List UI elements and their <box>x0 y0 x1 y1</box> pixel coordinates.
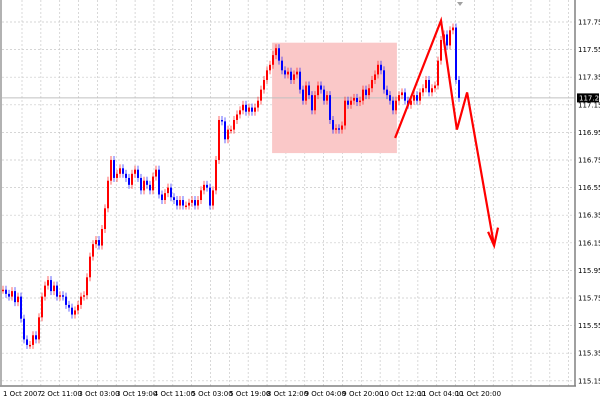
x-tick-label: 3 Oct 03:00 <box>78 390 119 398</box>
y-tick-label: 117.55 <box>578 46 600 54</box>
x-tick-label: 5 Oct 03:00 <box>192 390 233 398</box>
y-tick-label: 116.75 <box>578 157 600 165</box>
x-tick-label: 4 Oct 11:00 <box>154 390 195 398</box>
y-tick-label: 117.75 <box>578 19 600 27</box>
x-tick-label: 1 Oct 2007 <box>3 390 42 398</box>
y-tick-label: 115.95 <box>578 267 600 275</box>
y-tick-label: 116.55 <box>578 184 600 192</box>
y-tick-label: 116.35 <box>578 212 600 220</box>
zigzag-line <box>394 16 496 246</box>
x-tick-label: 9 Oct 04:00 <box>305 390 346 398</box>
annotation-zigzag <box>394 16 500 250</box>
x-tick-label: 11 Oct 20:00 <box>455 390 501 398</box>
y-tick-label: 116.15 <box>578 239 600 247</box>
x-tick-label: 11 Oct 04:00 <box>418 390 464 398</box>
current-price-tag: 117.20 <box>577 93 600 103</box>
y-tick-label: 116.95 <box>578 129 600 137</box>
x-tick-label: 9 Oct 20:00 <box>342 390 383 398</box>
x-tick-label: 3 Oct 19:00 <box>116 390 157 398</box>
x-tick-label: 8 Oct 12:00 <box>267 390 308 398</box>
x-tick-label: 2 Oct 11:00 <box>41 390 82 398</box>
current-price-label: 117.20 <box>579 94 600 102</box>
candles <box>2 23 460 349</box>
y-tick-label: 115.75 <box>578 295 600 303</box>
y-tick-label: 115.55 <box>578 322 600 330</box>
y-axis-labels: 117.75 117.55 117.35 117.15 116.95 116.75 116.… <box>578 19 600 386</box>
x-tick-label: 5 Oct 19:00 <box>229 390 270 398</box>
chart-shift-marker-icon[interactable] <box>457 2 463 6</box>
x-tick-label: 10 Oct 12:00 <box>380 390 426 398</box>
y-tick-label: 117.15 <box>578 101 600 109</box>
y-tick-label: 117.35 <box>578 74 600 82</box>
arrowhead <box>487 227 500 250</box>
y-tick-label: 115.35 <box>578 350 600 358</box>
y-tick-label: 115.15 <box>578 377 600 385</box>
